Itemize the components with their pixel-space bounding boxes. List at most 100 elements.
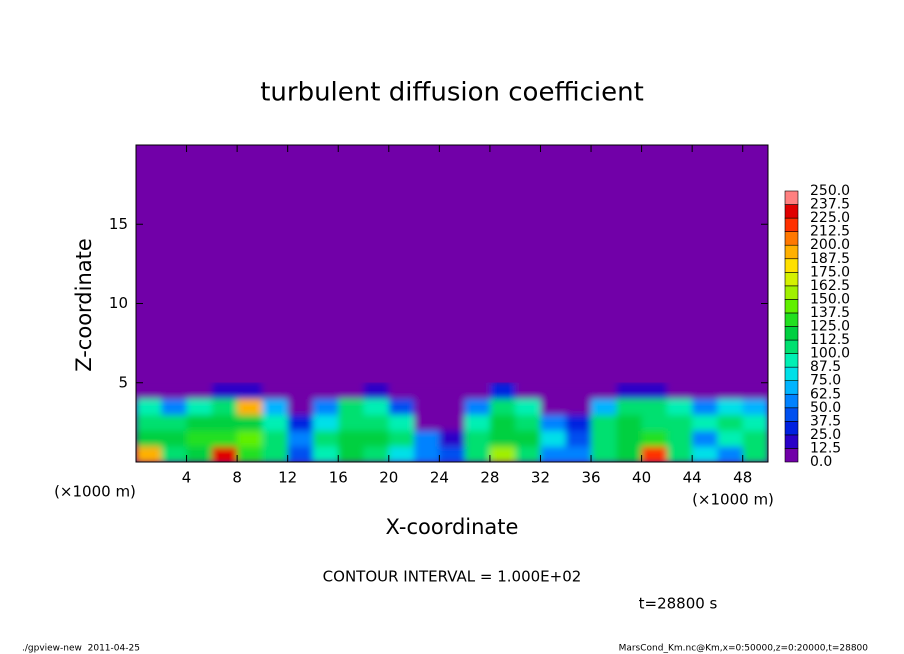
y-tick-label: 15: [109, 215, 128, 233]
field-cell: [692, 382, 718, 400]
field-cell: [312, 430, 339, 447]
colorbar-label: 137.5: [810, 305, 850, 321]
x-axis-label: X-coordinate: [386, 515, 519, 539]
field-cell: [565, 398, 592, 415]
field-cell: [363, 398, 390, 415]
field-cell: [363, 430, 390, 447]
colorbar-band: [784, 448, 799, 463]
colorbar-band: [784, 353, 799, 368]
field-cell: [262, 382, 289, 400]
colorbar-band: [784, 285, 799, 300]
field-cell: [616, 430, 643, 447]
colorbar-label: 175.0: [810, 264, 850, 280]
field-cell: [312, 414, 339, 431]
field-cell: [186, 430, 213, 447]
field-cell: [717, 414, 744, 431]
field-cell: [464, 398, 491, 415]
field-cell: [666, 398, 693, 415]
field-cell: [237, 414, 263, 431]
colorbar-label: 162.5: [810, 278, 850, 294]
field-cell: [565, 414, 592, 431]
field-cell: [515, 430, 541, 447]
field-cell: [414, 446, 440, 462]
field-cell: [186, 414, 213, 431]
field-cell: [186, 446, 213, 462]
field-cell: [211, 382, 238, 400]
colorbar-band: [784, 366, 799, 381]
field-cell: [540, 446, 567, 462]
field-cell: [237, 398, 263, 415]
field-cell: [641, 382, 668, 400]
field-cell: [136, 430, 162, 447]
field-cell: [591, 382, 617, 400]
field-cell: [237, 446, 263, 462]
field-cell: [515, 382, 541, 400]
field-cell: [161, 446, 188, 462]
field-cell: [439, 382, 466, 400]
field-cell: [161, 398, 188, 415]
field-cell: [186, 398, 213, 415]
colorbar-band: [784, 204, 799, 219]
colorbar-band: [784, 407, 799, 422]
field-cell: [388, 414, 415, 431]
field-cell: [186, 382, 213, 400]
field-cell: [464, 382, 491, 400]
field-cell: [489, 398, 516, 415]
field-cell: [414, 398, 440, 415]
colorbar-label: 200.0: [810, 237, 850, 253]
time-label: t=28800 s: [639, 595, 718, 613]
field-cell: [489, 446, 516, 462]
field-cell: [161, 430, 188, 447]
field-cell: [287, 398, 314, 415]
colorbar-band: [784, 339, 799, 354]
field-cell: [591, 414, 617, 431]
field-cell: [742, 430, 768, 447]
field-cell: [616, 446, 643, 462]
field-cell: [136, 398, 162, 415]
x-tick-label: 20: [379, 469, 398, 487]
footer: MarsCond_Km.nc@Km,x=0:50000,z=0:20000,t=…: [619, 644, 869, 654]
x-tick-label: 4: [182, 469, 192, 487]
field-cell: [591, 446, 617, 462]
field-cell: [363, 382, 390, 400]
field-cell: [262, 446, 289, 462]
field-cell: [489, 430, 516, 447]
colorbar-label: 125.0: [810, 319, 850, 335]
colorbar-band: [784, 190, 799, 205]
y-tick-label: 5: [118, 373, 128, 391]
field-cell: [717, 382, 744, 400]
field-cell: [742, 398, 768, 415]
field-cell: [666, 414, 693, 431]
field-cell: [742, 414, 768, 431]
field-cell: [489, 382, 516, 400]
field-cell: [666, 446, 693, 462]
field-cell: [540, 414, 567, 431]
x-tick-label: 36: [581, 469, 600, 487]
x-tick-label: 12: [278, 469, 297, 487]
field-cell: [439, 446, 466, 462]
field-cell: [338, 446, 365, 462]
field-cell: [717, 446, 744, 462]
field-cell: [338, 382, 365, 400]
field-cell: [338, 430, 365, 447]
field-cell: [262, 414, 289, 431]
field-cell: [211, 446, 238, 462]
field-cell: [338, 398, 365, 415]
field-cell: [565, 430, 592, 447]
x-unit-label: (×1000 m): [692, 491, 774, 509]
field-cell: [515, 446, 541, 462]
field-cell: [641, 446, 668, 462]
field-cell: [616, 398, 643, 415]
field-cell: [136, 382, 162, 400]
field-cell: [692, 446, 718, 462]
field-cell: [414, 430, 440, 447]
field-cell: [211, 430, 238, 447]
x-tick-label: 24: [430, 469, 449, 487]
field-cell: [464, 446, 491, 462]
field-cell: [540, 430, 567, 447]
colorbar-label: 112.5: [810, 332, 850, 348]
field-cell: [439, 398, 466, 415]
field-cell: [388, 446, 415, 462]
field-cell: [565, 446, 592, 462]
x-tick-label: 28: [480, 469, 499, 487]
